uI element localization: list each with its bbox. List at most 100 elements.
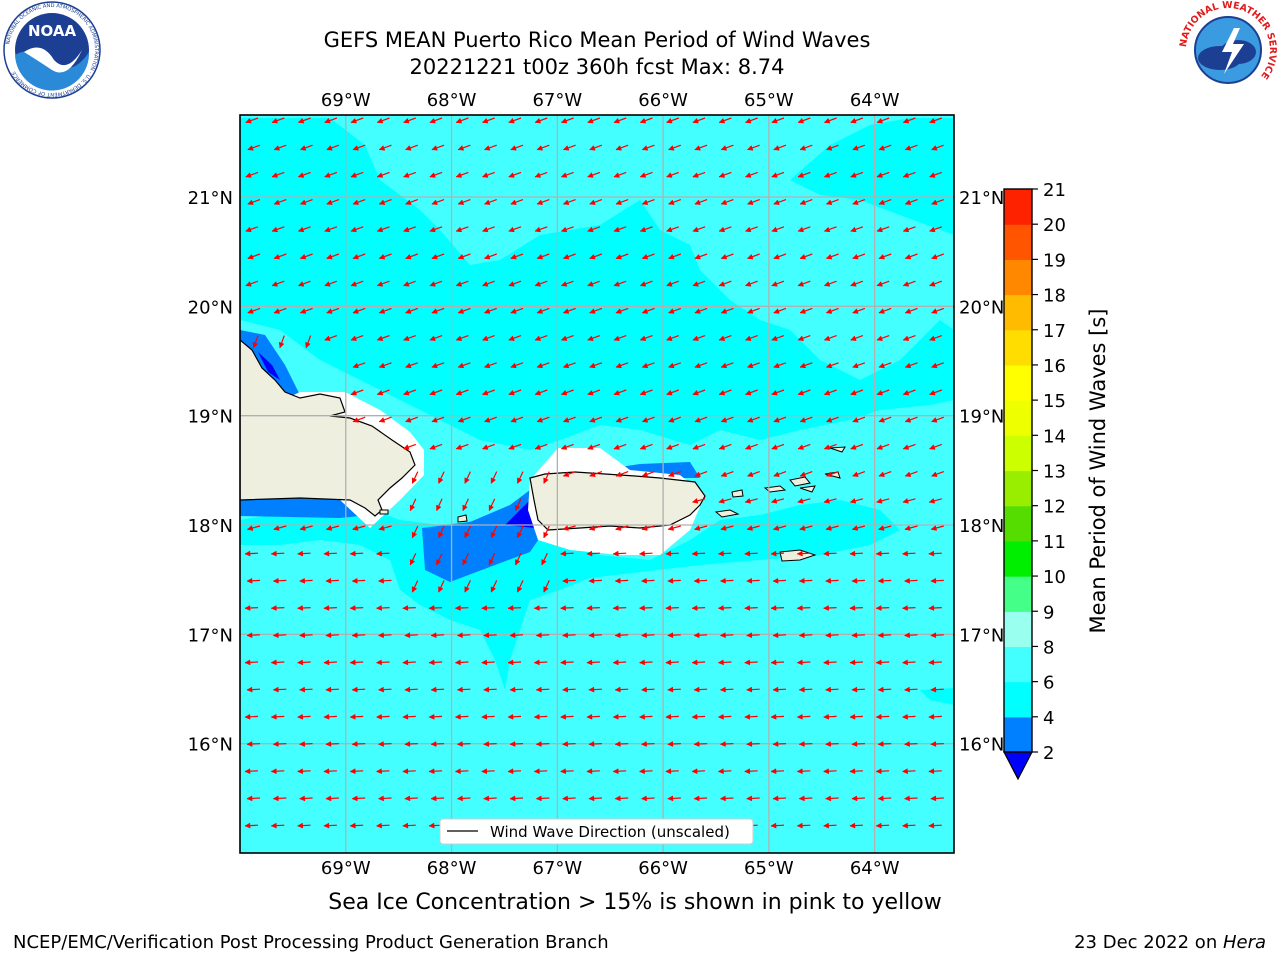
wave-arrow-head: [773, 471, 780, 477]
wave-arrow-head: [744, 117, 752, 124]
wave-arrow-head: [902, 389, 910, 396]
wave-arrow-head: [770, 550, 777, 557]
wave-arrow-head: [409, 558, 416, 566]
wave-arrow-head: [878, 362, 885, 369]
wave-arrow-head: [823, 605, 830, 611]
wave-arrow-head: [510, 362, 517, 369]
wave-arrow-head: [436, 504, 442, 512]
wave-arrow-head: [509, 741, 516, 747]
wave-arrow-head: [323, 659, 330, 666]
wave-arrow-head: [411, 586, 418, 593]
wave-arrow-head: [297, 713, 304, 720]
colorbar-tick-label: 11: [1043, 532, 1066, 553]
wave-arrow-head: [456, 741, 463, 747]
colorbar-tick-label: 19: [1043, 250, 1066, 271]
wave-arrow-head: [245, 172, 252, 178]
band-south: [240, 500, 900, 690]
wave-arrow-head: [252, 341, 259, 349]
wave-arrow-head: [693, 795, 700, 802]
wave-arrow-head: [481, 389, 489, 396]
wave-arrow-head: [297, 281, 305, 287]
band-southeast: [920, 688, 954, 705]
wave-arrow-head: [246, 741, 253, 747]
wave-arrow-head: [378, 362, 386, 369]
wave-arrow-head: [299, 145, 307, 151]
lon-label-bottom: 67°W: [532, 858, 582, 879]
wave-arrow-head: [271, 226, 279, 233]
lat-label-right: 19°N: [959, 407, 1004, 428]
wave-arrow-head: [613, 117, 620, 124]
wave-arrow-head: [930, 577, 937, 584]
wave-arrow-head: [667, 577, 674, 584]
wave-arrow-head: [428, 713, 435, 720]
wave-arrow-head: [849, 550, 856, 557]
wave-arrow-head: [454, 713, 461, 720]
wave-arrow-head: [349, 713, 356, 720]
lat-label-left: 16°N: [188, 735, 233, 756]
wave-arrow-head: [376, 389, 384, 396]
wave-arrow-head: [586, 768, 593, 775]
wave-arrow-head: [454, 768, 461, 775]
wave-arrow-head: [588, 632, 595, 639]
wave-arrow-head: [457, 362, 465, 369]
wave-arrow-head: [352, 417, 359, 423]
wave-arrow-head: [562, 145, 570, 151]
wave-arrow-head: [536, 199, 544, 205]
wave-arrow-head: [878, 199, 885, 205]
wave-arrow-head: [720, 199, 728, 205]
wave-arrow-head: [772, 795, 779, 802]
wave-arrow-head: [508, 117, 515, 124]
wave-arrow-head: [876, 226, 883, 233]
wave-arrow-head: [589, 308, 596, 314]
wave-arrow-head: [403, 335, 410, 341]
wave-arrow-head: [612, 713, 619, 720]
wave-arrow-head: [403, 389, 410, 396]
wave-arrow-head: [929, 172, 936, 178]
wave-arrow-head: [799, 471, 807, 477]
wave-arrow-head: [825, 471, 833, 477]
wave-arrow-head: [351, 632, 358, 639]
wave-arrow-head: [457, 308, 465, 314]
wave-arrow-head: [693, 577, 700, 584]
wave-arrow-head: [428, 768, 435, 775]
colorbar-segment: [1004, 259, 1032, 296]
wave-arrow-head: [536, 417, 544, 423]
wave-arrow-head: [771, 389, 778, 396]
wave-arrow-head: [641, 471, 649, 477]
wave-arrow-head: [771, 335, 778, 341]
wave-arrow-head: [851, 632, 858, 639]
wave-arrow-head: [825, 741, 832, 747]
wave-arrow-head: [746, 145, 754, 151]
wave-arrow-head: [641, 253, 649, 260]
lat-label-left: 19°N: [188, 407, 233, 428]
colorbar-segment: [1004, 294, 1032, 331]
wave-arrow-head: [640, 795, 647, 802]
wave-arrow-head: [929, 335, 936, 341]
wave-arrow-head: [481, 768, 488, 775]
wave-arrow-head: [324, 335, 331, 341]
wave-arrow-head: [377, 741, 384, 747]
wave-arrow-head: [430, 741, 437, 747]
wave-arrow-head: [510, 253, 517, 260]
wave-arrow-head: [876, 444, 883, 450]
wave-arrow-head: [411, 531, 418, 539]
wave-arrow-head: [349, 605, 356, 611]
wave-arrow-head: [903, 795, 910, 802]
wave-arrow-head: [798, 795, 805, 802]
wave-arrow-head: [929, 389, 936, 396]
wave-arrow-head: [904, 417, 912, 423]
wave-arrow-head: [299, 253, 307, 260]
wave-arrow-head: [877, 741, 884, 747]
wave-arrow-head: [454, 605, 461, 611]
wave-arrow-head: [431, 308, 438, 314]
wave-arrow-head: [903, 686, 910, 693]
wave-arrow-head: [481, 444, 489, 450]
colorbar-tick-label: 20: [1043, 215, 1066, 236]
wave-arrow-head: [536, 308, 544, 314]
wave-arrow-head: [534, 117, 542, 124]
wave-arrow-head: [639, 444, 647, 450]
wave-arrow-head: [823, 659, 830, 666]
wave-arrow-head: [693, 741, 700, 747]
wave-arrow-head: [875, 713, 882, 720]
wave-arrow-head: [744, 605, 751, 611]
